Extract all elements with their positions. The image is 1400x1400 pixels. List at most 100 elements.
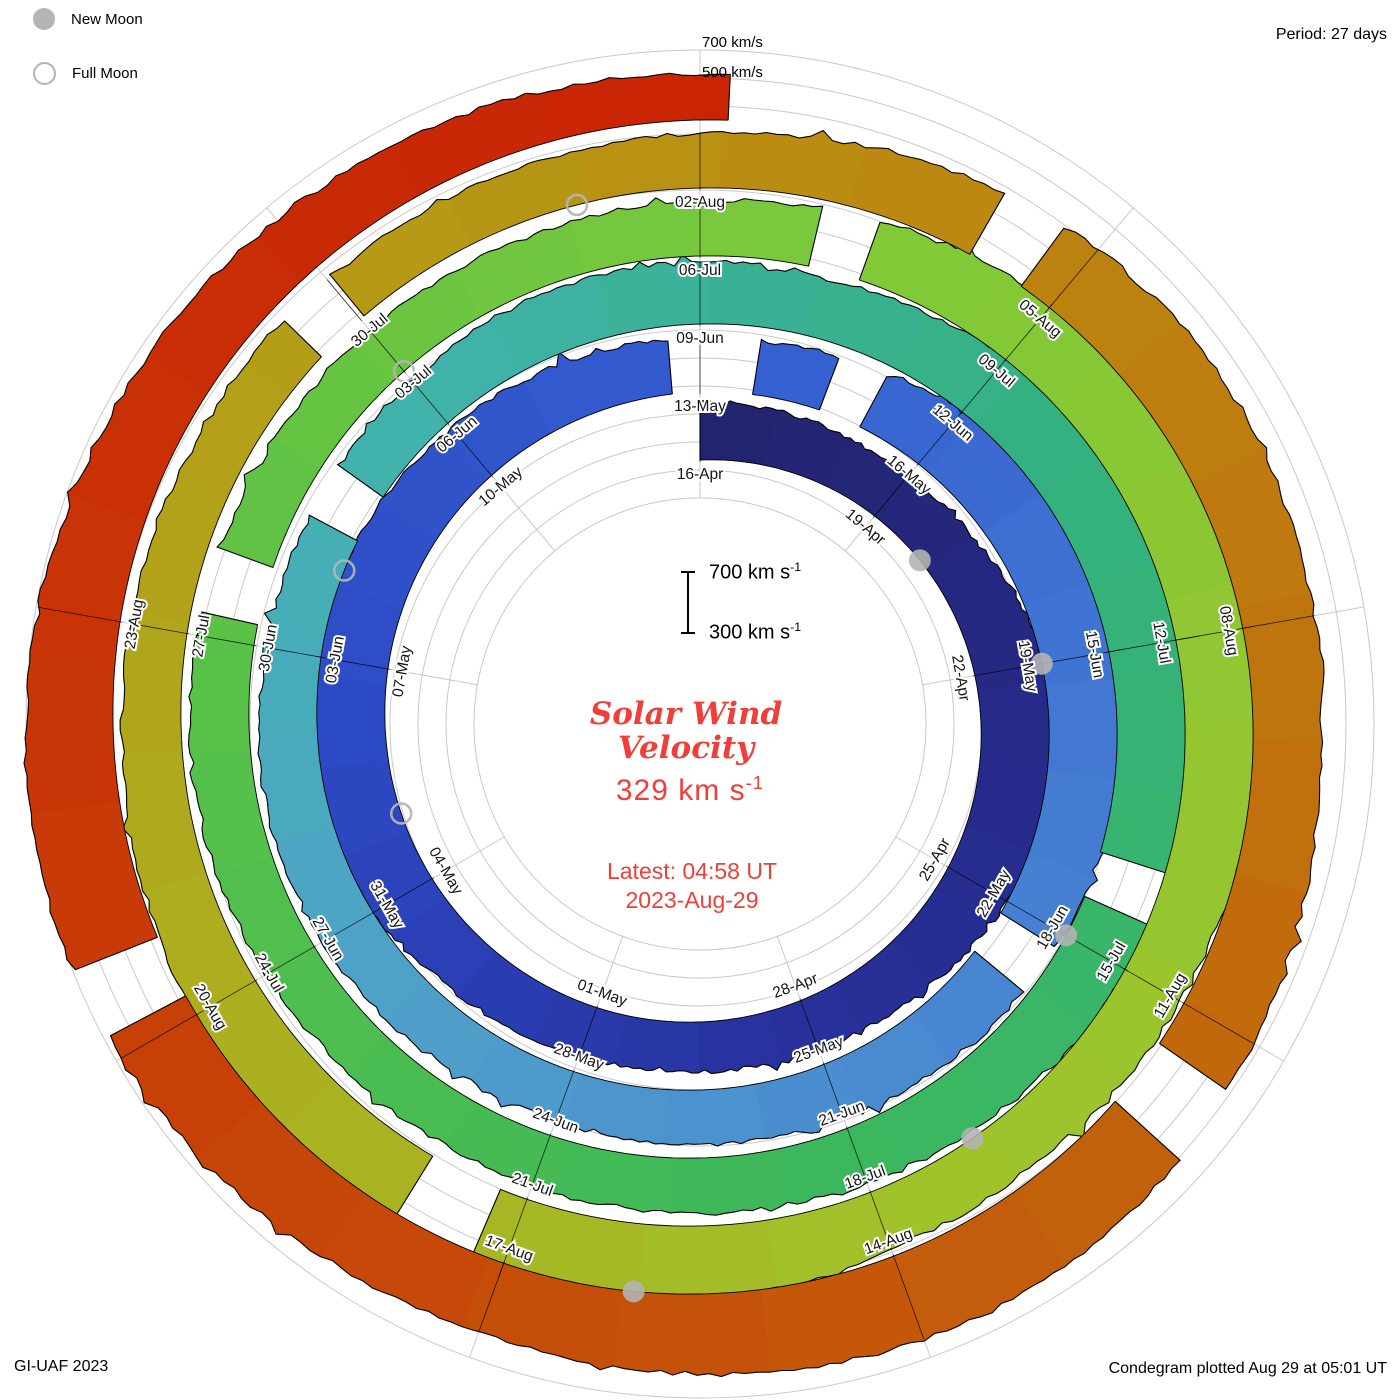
spiral-date-label: 13-May — [674, 398, 726, 415]
three-day-tick — [1047, 249, 1099, 310]
full-moon-icon — [33, 62, 56, 85]
spiral-date-label: 07-May — [389, 644, 415, 698]
scale-bar-bottom-label: 300 km s-1 — [709, 620, 802, 644]
three-day-tick — [1122, 967, 1181, 1002]
three-day-tick — [265, 647, 323, 658]
band-velocity-edge — [23, 72, 731, 971]
scale-bar-top-label: 700 km s-1 — [709, 560, 802, 584]
latest-date-line: 2023-Aug-29 — [625, 886, 759, 913]
three-day-tick — [1181, 1001, 1254, 1044]
band-baseline — [752, 394, 820, 411]
chart-title: Solar Wind Velocity — [590, 697, 782, 765]
full-moon-marker — [392, 360, 416, 383]
latest-timestamp: Latest: 04:58 UT 2023-Aug-29 — [607, 857, 777, 915]
three-day-tick — [946, 865, 1007, 902]
band-velocity-edge — [187, 611, 1152, 1216]
three-day-tick — [373, 877, 435, 913]
credit-label: GI-UAF 2023 — [14, 1358, 109, 1375]
band-baseline — [384, 393, 982, 1023]
full-moon-marker — [333, 559, 356, 582]
three-day-tick — [822, 1062, 844, 1119]
spiral-date-label: 22-Apr — [948, 654, 973, 703]
scale-bar-top-cap — [681, 571, 695, 573]
new-moon-icon — [33, 8, 55, 30]
legend-full-moon-label: Full Moon — [72, 65, 138, 82]
spiral-band-segment — [752, 339, 840, 411]
band-baseline — [382, 323, 1118, 853]
spiral-band-segment — [599, 1288, 771, 1377]
scale-bar-bottom-cap — [681, 632, 695, 634]
band-velocity-edge — [752, 338, 840, 411]
spiral-band-segment — [654, 1083, 765, 1147]
three-day-tick — [322, 911, 376, 943]
full-moon-marker — [565, 193, 589, 217]
three-day-tick — [194, 979, 258, 1017]
spiral-date-label: 02-Aug — [675, 194, 725, 211]
chart-title-line1: Solar Wind — [589, 696, 783, 732]
latest-time-line: Latest: 04:58 UT — [606, 858, 778, 884]
spiral-band-segment — [537, 72, 707, 142]
three-day-tick — [799, 998, 820, 1051]
three-day-tick — [531, 1133, 552, 1186]
band-velocity-edge — [109, 995, 1181, 1378]
three-day-tick — [1004, 303, 1053, 362]
three-day-tick — [1240, 615, 1315, 630]
legend-new-moon-label: New Moon — [71, 10, 143, 28]
band-baseline — [363, 187, 970, 317]
band-velocity-edge — [257, 514, 1025, 1147]
band-velocity-edge — [328, 129, 1006, 317]
band-baseline — [248, 624, 1086, 1159]
three-day-tick — [478, 1261, 505, 1332]
chart-title-line2: Velocity — [617, 730, 755, 767]
velocity-scale-bar: 700 km s-1 300 km s-1 — [681, 560, 801, 644]
three-day-tick — [196, 634, 257, 647]
three-day-tick — [869, 1190, 892, 1251]
three-day-tick — [38, 607, 123, 623]
grid-label-700: 700 km/s — [702, 34, 763, 51]
band-baseline — [272, 255, 809, 568]
spiral-band-segment — [23, 637, 120, 814]
spiral-band-segment — [661, 1148, 789, 1216]
band-baseline — [112, 119, 729, 938]
three-day-tick — [265, 945, 317, 976]
three-day-tick — [1173, 626, 1254, 641]
three-day-tick — [411, 380, 450, 426]
new-moon-marker — [908, 549, 931, 572]
three-day-tick — [130, 623, 190, 635]
three-day-tick — [872, 476, 909, 518]
band-velocity-edge — [1020, 227, 1325, 1091]
three-day-tick — [555, 1069, 575, 1121]
period-label: Period: 27 days — [1275, 26, 1387, 43]
legend-full-moon: Full Moon — [33, 62, 143, 85]
three-day-tick — [451, 428, 494, 478]
new-moon-marker — [1055, 924, 1078, 947]
spiral-band-segment — [693, 73, 731, 121]
legend-new-moon: New Moon — [33, 8, 143, 30]
spiral-date-label: 09-Jun — [676, 330, 723, 347]
band-baseline — [1020, 285, 1254, 1044]
three-day-tick — [314, 655, 390, 670]
new-moon-marker — [622, 1280, 645, 1303]
moon-legend: New Moon Full Moon — [33, 8, 143, 117]
spiral-band-segment — [691, 1010, 783, 1074]
grid-label-500: 500 km/s — [702, 64, 763, 81]
three-day-tick — [578, 1005, 598, 1057]
spiral-date-label: 16-Apr — [677, 466, 724, 483]
spiral-date-label: 06-Jul — [679, 262, 721, 279]
plotted-timestamp-label: Condegram plotted Aug 29 at 05:01 UT — [1108, 1360, 1387, 1377]
full-moon-marker — [389, 802, 413, 825]
three-day-tick — [1005, 899, 1065, 935]
three-day-tick — [326, 279, 362, 321]
scale-bar-line — [687, 572, 689, 634]
three-day-tick — [369, 330, 406, 374]
three-day-tick — [916, 412, 962, 466]
band-baseline — [180, 356, 434, 1157]
new-moon-marker — [1030, 652, 1053, 675]
current-velocity-value: 329 km s-1 — [615, 772, 765, 807]
three-day-tick — [960, 357, 1008, 414]
three-day-tick — [846, 1126, 868, 1184]
spiral-band-segment — [188, 741, 273, 875]
three-day-tick — [892, 1254, 925, 1340]
